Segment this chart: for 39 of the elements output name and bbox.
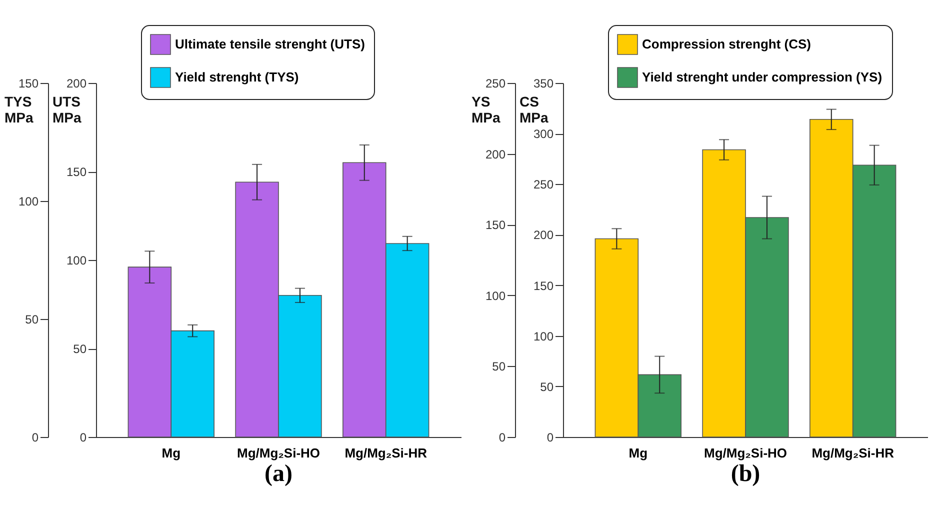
y2-tick-label: 50 — [25, 312, 39, 326]
y2-tick-label: 0 — [498, 430, 506, 444]
y2-axis-title: YS MPa — [472, 94, 500, 126]
y-tick-label: 0 — [80, 430, 87, 444]
y2-tick-label: 0 — [32, 430, 39, 444]
y2-tick-label: 50 — [492, 360, 506, 374]
x-tick-label: Mg/Mg₂Si-HO — [704, 446, 788, 460]
y2-axis-title: TYS MPa — [4, 94, 34, 126]
y-axis-title: CS MPa — [520, 94, 548, 126]
y-tick-label: 200 — [533, 228, 554, 242]
y-tick-label: 200 — [66, 76, 87, 90]
y-tick-label: 0 — [546, 430, 554, 444]
y-tick-label: 150 — [533, 278, 554, 293]
legend-label: Yield strenght under compression (YS) — [642, 70, 882, 84]
y-tick-label: 100 — [533, 329, 554, 344]
legend-label: Compression strenght (CS) — [642, 36, 812, 52]
x-tick-label: Mg/Mg₂Si-HR — [812, 446, 895, 460]
y2-tick-label: 250 — [485, 76, 506, 90]
legend-label: Ultimate tensile strenght (UTS) — [175, 36, 365, 52]
x-tick-label: Mg/Mg₂Si-HR — [344, 446, 428, 460]
x-tick-label: Mg — [628, 446, 648, 460]
x-tick-label: Mg — [162, 446, 181, 460]
y-tick-label: 300 — [533, 127, 554, 142]
y-tick-label: 250 — [533, 178, 554, 192]
y-tick-label: 100 — [66, 254, 87, 268]
y-tick-label: 50 — [73, 342, 87, 356]
text: (a) — [264, 461, 292, 487]
y2-tick-label: 150 — [485, 218, 506, 232]
y2-tick-label: 100 — [18, 194, 39, 208]
y-axis-title: UTS MPa — [52, 94, 82, 126]
legend-label: Yield strenght (TYS) — [175, 70, 299, 84]
y2-tick-label: 100 — [485, 288, 506, 303]
y-tick-label: 50 — [540, 380, 554, 394]
x-tick-label: Mg/Mg₂Si-HO — [236, 446, 320, 460]
y2-tick-label: 200 — [485, 147, 506, 162]
y-tick-label: 150 — [66, 165, 87, 179]
y2-tick-label: 150 — [18, 76, 39, 90]
text: (b) — [730, 461, 760, 487]
y-tick-label: 350 — [533, 76, 554, 90]
